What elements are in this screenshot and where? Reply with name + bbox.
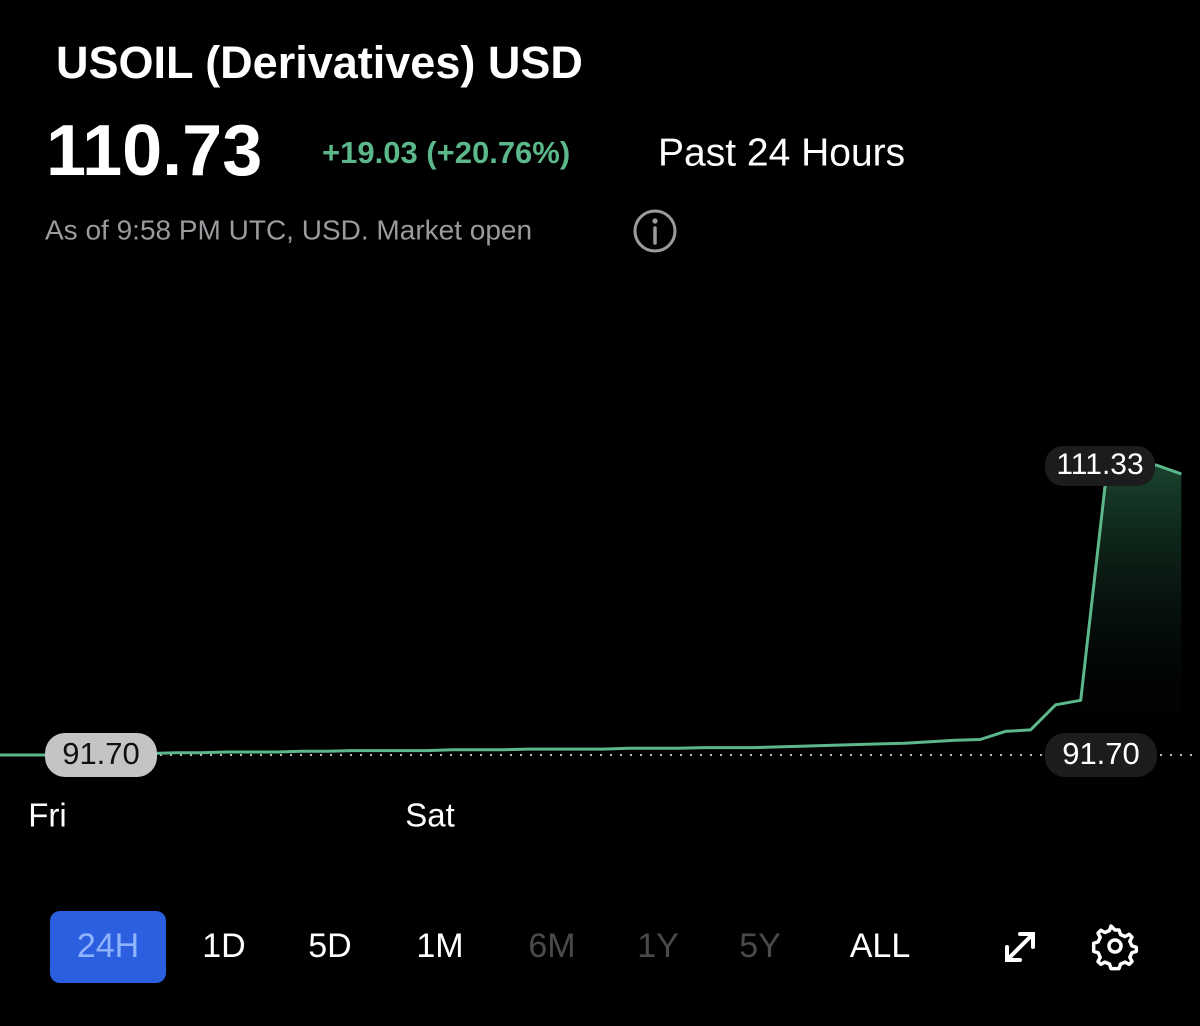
range-button[interactable]: ALL xyxy=(850,927,911,965)
range-button[interactable]: 24H xyxy=(77,927,139,965)
range-button: 5Y xyxy=(739,927,781,965)
period: Past 24 Hours xyxy=(658,131,905,174)
range-button: 1Y xyxy=(637,927,679,965)
range-button: 6M xyxy=(528,927,575,965)
price-change: +19.03 (+20.76%) xyxy=(322,135,570,170)
reference-label-left: 91.70 xyxy=(62,736,140,771)
info-icon[interactable] xyxy=(633,209,677,253)
chart: Fri Sat 91.70 91.70 111.33 xyxy=(0,446,1200,834)
settings-icon[interactable] xyxy=(1091,924,1139,971)
instrument-title: USOIL (Derivatives) USD xyxy=(56,37,583,88)
range-button[interactable]: 5D xyxy=(308,927,351,965)
price-line xyxy=(0,463,1182,757)
high-label: 111.33 xyxy=(1056,448,1143,481)
high-label-bg xyxy=(1045,446,1155,487)
reference-label-left-bg xyxy=(45,732,157,777)
range-button[interactable]: 1D xyxy=(202,927,245,965)
reference-label-right-bg xyxy=(1045,732,1157,777)
x-tick-label: Fri xyxy=(28,797,66,834)
price-area xyxy=(0,465,1182,755)
range-buttons: 24H 1D 5D 1M 6M 1Y 5Y ALL xyxy=(50,911,910,983)
as-of: As of 9:58 PM UTC, USD. Market open xyxy=(45,214,532,245)
range-button[interactable]: 1M xyxy=(416,927,463,965)
reference-label-right: 91.70 xyxy=(1062,736,1140,771)
range-button-bg[interactable] xyxy=(50,911,166,983)
expand-icon[interactable] xyxy=(1005,932,1035,962)
price: 110.73 xyxy=(46,111,262,191)
x-tick-label: Sat xyxy=(405,797,455,834)
